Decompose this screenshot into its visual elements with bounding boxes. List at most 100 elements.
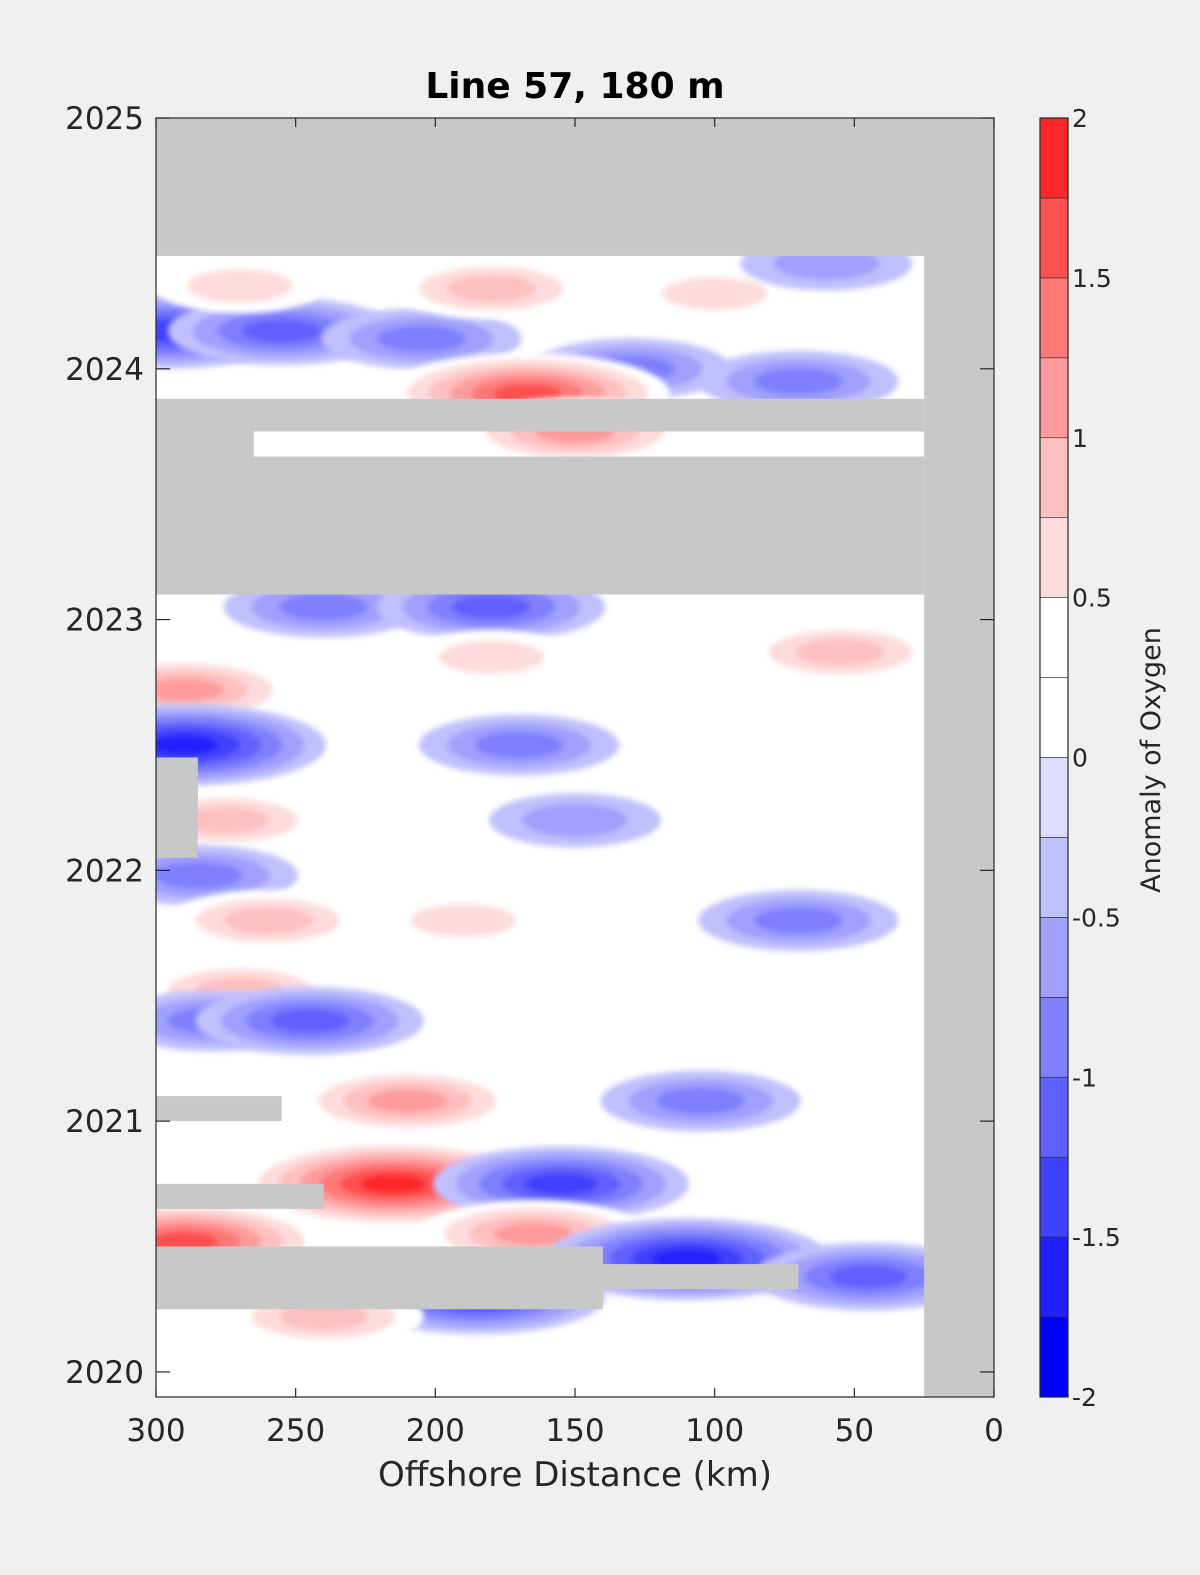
anomaly-contour bbox=[656, 1087, 746, 1115]
anomaly-contour bbox=[451, 595, 531, 619]
anomaly-feature bbox=[419, 714, 620, 776]
y-axis-ticks: 2020 2021 2022 2023 2024 2025 bbox=[65, 101, 994, 1391]
colorbar-frame bbox=[1039, 117, 1069, 1398]
anomaly-contour bbox=[661, 276, 768, 311]
anomaly-contour bbox=[438, 640, 545, 674]
no-data-region bbox=[156, 1246, 603, 1310]
anomaly-contour bbox=[269, 1008, 350, 1033]
anomaly-contour bbox=[242, 319, 322, 343]
no-data-regions bbox=[156, 118, 994, 1397]
anomaly-contour bbox=[367, 1089, 448, 1113]
colorbar-band bbox=[1039, 837, 1069, 918]
anomaly-feature bbox=[405, 630, 578, 685]
no-data-region bbox=[156, 1183, 324, 1209]
no-data-region bbox=[156, 757, 198, 858]
x-tick-label: 200 bbox=[406, 1413, 465, 1449]
anomaly-feature bbox=[377, 893, 550, 948]
anomaly-contour bbox=[376, 325, 466, 353]
colorbar-bands bbox=[1039, 117, 1069, 1398]
colorbar-label: Anomaly of Oxygen bbox=[1136, 627, 1167, 893]
no-data-region bbox=[156, 118, 994, 256]
y-tick-label: 2023 bbox=[65, 603, 144, 639]
anomaly-contour bbox=[156, 677, 224, 702]
no-data-region bbox=[156, 456, 925, 595]
anomaly-contour bbox=[181, 806, 271, 834]
anomaly-contour bbox=[524, 1173, 598, 1195]
no-data-region bbox=[924, 118, 994, 1397]
anomaly-contour bbox=[186, 269, 293, 303]
anomaly-contour bbox=[795, 638, 885, 666]
anomaly-feature bbox=[293, 1067, 522, 1136]
chart-title: Line 57, 180 m bbox=[425, 66, 724, 107]
x-tick-label: 150 bbox=[545, 1413, 604, 1449]
no-data-region bbox=[156, 398, 925, 432]
anomaly-contour bbox=[446, 274, 536, 303]
anomaly-feature bbox=[156, 655, 298, 724]
anomaly-feature bbox=[600, 1070, 801, 1132]
x-axis-label: Offshore Distance (km) bbox=[378, 1455, 772, 1495]
colorbar-tick-label: -2 bbox=[1072, 1383, 1097, 1412]
anomaly-contour bbox=[156, 1231, 219, 1252]
colorbar: -2 -1.5 -1 -0.5 0 0.5 1 1.5 2 Anomaly of Oxygen bbox=[1039, 104, 1167, 1412]
x-tick-label: 50 bbox=[835, 1413, 874, 1449]
anomaly-contour bbox=[754, 367, 843, 395]
anomaly-contour bbox=[474, 731, 564, 759]
anomaly-feature bbox=[156, 703, 326, 786]
plot-area: 300 250 200 150 100 50 0 202020212022202320242… bbox=[65, 101, 1004, 1449]
anomaly-contour bbox=[410, 903, 517, 938]
anomaly-contour bbox=[828, 1264, 908, 1289]
y-tick-label: 2024 bbox=[65, 352, 144, 388]
anomaly-feature bbox=[698, 890, 899, 952]
no-data-region bbox=[156, 431, 254, 457]
x-tick-label: 250 bbox=[266, 1413, 325, 1449]
colorbar-tick-label: 0 bbox=[1072, 744, 1088, 773]
colorbar-tick-label: -1.5 bbox=[1072, 1223, 1121, 1252]
colorbar-band bbox=[1039, 1076, 1069, 1158]
colorbar-band bbox=[1039, 597, 1069, 678]
x-axis-ticks: 300 250 200 150 100 50 0 bbox=[126, 118, 1004, 1449]
anomaly-contour bbox=[223, 906, 313, 935]
colorbar-band bbox=[1039, 677, 1069, 758]
colorbar-tick-label: -0.5 bbox=[1072, 903, 1121, 932]
colorbar-band bbox=[1039, 997, 1069, 1078]
anomaly-feature bbox=[156, 259, 326, 314]
colorbar-tick-label: 0.5 bbox=[1072, 584, 1112, 613]
y-tick-label: 2022 bbox=[65, 853, 144, 889]
colorbar-band bbox=[1039, 277, 1069, 359]
no-data-region bbox=[156, 1096, 282, 1122]
anomaly-contour bbox=[156, 861, 243, 889]
anomaly-contour bbox=[754, 906, 843, 935]
anomaly-feature bbox=[489, 793, 661, 848]
colorbar-band bbox=[1039, 197, 1069, 279]
anomaly-feature bbox=[698, 350, 899, 412]
y-tick-label: 2020 bbox=[65, 1355, 144, 1391]
anomaly-feature bbox=[628, 266, 801, 321]
colorbar-band bbox=[1039, 917, 1069, 998]
colorbar-band bbox=[1039, 757, 1069, 838]
anomaly-feature bbox=[321, 308, 522, 370]
anomaly-contour bbox=[652, 1249, 722, 1270]
y-tick-label: 2021 bbox=[65, 1104, 144, 1140]
colorbar-band bbox=[1039, 117, 1069, 199]
colorbar-band bbox=[1039, 1316, 1069, 1398]
x-tick-label: 100 bbox=[685, 1413, 744, 1449]
colorbar-ticks: -2 -1.5 -1 -0.5 0 0.5 1 1.5 2 bbox=[1072, 104, 1121, 1412]
anomaly-contour bbox=[156, 735, 219, 755]
colorbar-band bbox=[1039, 357, 1069, 439]
colorbar-band bbox=[1039, 1236, 1069, 1318]
colorbar-tick-label: 1 bbox=[1072, 424, 1088, 453]
x-tick-label: 300 bbox=[126, 1413, 185, 1449]
colorbar-tick-label: -1 bbox=[1072, 1063, 1097, 1092]
y-tick-label: 2025 bbox=[65, 101, 144, 137]
anomaly-contour bbox=[279, 593, 369, 621]
x-tick-label: 0 bbox=[984, 1413, 1004, 1449]
anomaly-contour bbox=[522, 803, 628, 837]
colorbar-tick-label: 2 bbox=[1072, 104, 1088, 133]
anomaly-feature bbox=[195, 986, 424, 1055]
anomaly-contour bbox=[360, 1174, 427, 1194]
colorbar-band bbox=[1039, 517, 1069, 598]
no-data-region bbox=[602, 1264, 799, 1290]
anomaly-contour bbox=[279, 1303, 369, 1331]
anomaly-contour bbox=[493, 1222, 573, 1246]
